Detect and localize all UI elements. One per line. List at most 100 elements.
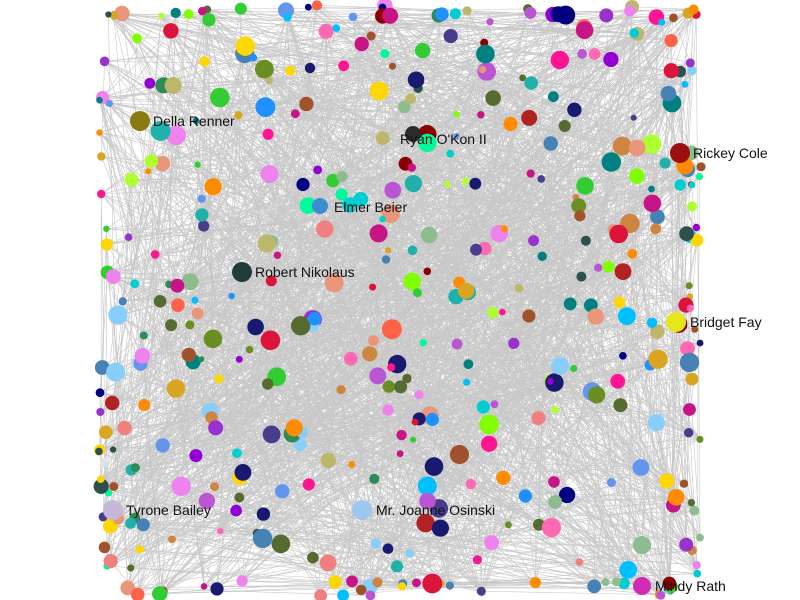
graph-node[interactable] [503, 116, 518, 132]
graph-node[interactable] [519, 74, 526, 82]
node-della-renner[interactable]: Della Renner [130, 111, 235, 131]
graph-node[interactable] [679, 226, 694, 242]
graph-node[interactable] [529, 577, 542, 589]
graph-node[interactable] [422, 573, 443, 594]
graph-node[interactable] [235, 355, 243, 363]
graph-node[interactable] [662, 576, 677, 591]
graph-node[interactable] [696, 162, 706, 172]
graph-node[interactable] [245, 345, 254, 354]
graph-node[interactable] [601, 152, 621, 172]
graph-node[interactable] [403, 272, 422, 291]
graph-node[interactable] [118, 297, 127, 306]
graph-node[interactable] [304, 3, 312, 11]
graph-node[interactable] [365, 590, 376, 600]
graph-node[interactable] [674, 179, 686, 191]
graph-node[interactable] [210, 482, 219, 492]
graph-node[interactable] [285, 419, 303, 437]
node-circle[interactable] [666, 312, 686, 332]
graph-node[interactable] [381, 255, 391, 264]
graph-node[interactable] [232, 448, 242, 459]
graph-node[interactable] [449, 8, 461, 20]
graph-node[interactable] [316, 220, 334, 238]
graph-node[interactable] [230, 504, 242, 517]
graph-node[interactable] [588, 386, 606, 404]
graph-node[interactable] [348, 460, 356, 468]
graph-node[interactable] [613, 296, 626, 309]
node-circle[interactable] [103, 500, 123, 520]
graph-node[interactable] [679, 479, 689, 488]
graph-node[interactable] [311, 0, 323, 11]
graph-node[interactable] [195, 208, 209, 222]
graph-node[interactable] [695, 173, 704, 181]
graph-node[interactable] [200, 583, 208, 590]
graph-node[interactable] [166, 125, 186, 146]
graph-node[interactable] [191, 296, 199, 304]
graph-node[interactable] [659, 473, 675, 489]
graph-node[interactable] [692, 223, 701, 232]
graph-node[interactable] [375, 131, 390, 146]
graph-node[interactable] [236, 575, 248, 587]
graph-node[interactable] [518, 489, 533, 503]
graph-node[interactable] [299, 96, 314, 112]
graph-node[interactable] [381, 319, 402, 340]
graph-node[interactable] [405, 549, 415, 558]
graph-node[interactable] [124, 233, 133, 241]
graph-node[interactable] [105, 11, 112, 18]
graph-node[interactable] [95, 388, 105, 398]
graph-node[interactable] [531, 414, 543, 426]
graph-node[interactable] [114, 5, 130, 22]
graph-node[interactable] [696, 339, 704, 347]
graph-node[interactable] [99, 56, 110, 67]
graph-node[interactable] [366, 31, 376, 41]
graph-node[interactable] [335, 188, 348, 201]
graph-node[interactable] [139, 331, 148, 340]
graph-node[interactable] [453, 133, 460, 140]
graph-node[interactable] [405, 93, 417, 104]
graph-node[interactable] [681, 80, 689, 88]
graph-node[interactable] [217, 528, 224, 535]
graph-node[interactable] [472, 555, 482, 565]
graph-node[interactable] [290, 109, 300, 119]
graph-node[interactable] [307, 312, 322, 326]
graph-node[interactable] [103, 554, 118, 569]
graph-node[interactable] [396, 450, 404, 458]
graph-node[interactable] [477, 111, 485, 119]
graph-node[interactable] [293, 438, 307, 452]
graph-node[interactable] [650, 209, 665, 225]
graph-node[interactable] [619, 352, 627, 360]
graph-node[interactable] [588, 48, 601, 60]
graph-node[interactable] [191, 307, 204, 320]
graph-node[interactable] [685, 372, 699, 386]
graph-node[interactable] [500, 225, 508, 233]
graph-node[interactable] [687, 499, 696, 507]
graph-node[interactable] [124, 172, 139, 187]
graph-node[interactable] [463, 378, 471, 386]
graph-node[interactable] [296, 177, 310, 192]
node-rickey-cole[interactable]: Rickey Cole [670, 143, 768, 163]
graph-node[interactable] [550, 50, 569, 70]
graph-node[interactable] [204, 178, 222, 196]
graph-node[interactable] [481, 435, 498, 452]
graph-node[interactable] [370, 538, 381, 549]
graph-node[interactable] [291, 316, 311, 336]
graph-node[interactable] [326, 173, 340, 188]
graph-node[interactable] [381, 204, 400, 224]
graph-node[interactable] [407, 245, 418, 256]
graph-node[interactable] [132, 33, 142, 44]
graph-node[interactable] [382, 404, 394, 416]
graph-node[interactable] [577, 48, 587, 59]
graph-node[interactable] [449, 444, 470, 465]
graph-node[interactable] [109, 482, 119, 491]
graph-node[interactable] [412, 288, 422, 298]
graph-node[interactable] [283, 13, 292, 22]
graph-node[interactable] [168, 535, 176, 544]
graph-node[interactable] [656, 590, 666, 600]
graph-node[interactable] [171, 298, 185, 313]
graph-node[interactable] [337, 589, 349, 600]
graph-node[interactable] [134, 348, 151, 364]
graph-node[interactable] [208, 420, 224, 436]
graph-node[interactable] [194, 161, 201, 168]
graph-node[interactable] [369, 283, 377, 291]
graph-node[interactable] [396, 429, 407, 441]
graph-node[interactable] [453, 111, 460, 118]
